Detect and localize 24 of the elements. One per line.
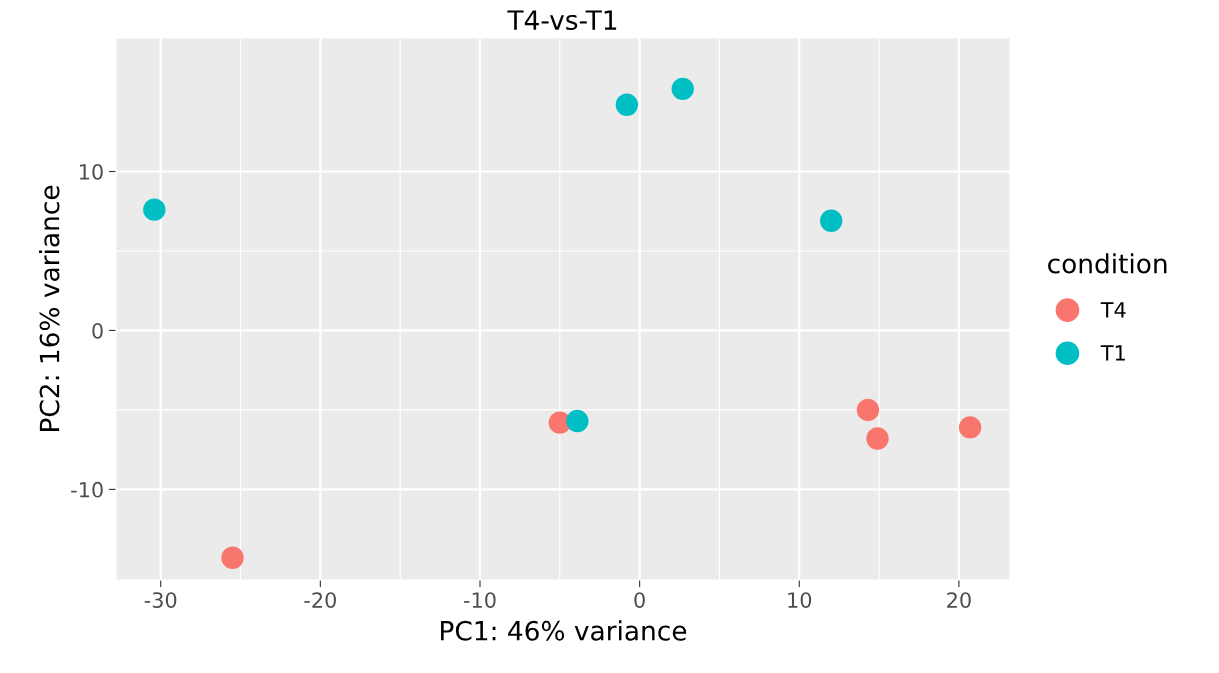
legend-label: T4 — [1100, 302, 1126, 318]
point — [856, 398, 880, 422]
y-tick-label: 0 — [92, 322, 103, 339]
legend-title: condition — [1048, 253, 1167, 274]
point — [615, 93, 639, 116]
y-axis-title: PC2: 16% variance — [39, 185, 60, 431]
x-tick-label: 10 — [788, 592, 812, 608]
x-tick-label: 20 — [947, 592, 971, 608]
point — [820, 209, 843, 232]
point — [671, 77, 694, 101]
x-tick-label: 0 — [634, 592, 645, 608]
point — [866, 427, 889, 450]
point — [143, 198, 166, 221]
x-tick-label: -10 — [463, 592, 496, 608]
y-tick-label: 10 — [79, 163, 103, 180]
x-axis-title: PC1: 46% variance — [441, 620, 687, 641]
legend-label: T1 — [1100, 345, 1125, 361]
point — [566, 409, 589, 433]
chart-title: T4-vs-T1 — [507, 10, 617, 31]
x-tick-label: -20 — [304, 592, 336, 608]
point — [958, 416, 982, 439]
x-tick-label: -30 — [144, 592, 177, 608]
point — [221, 546, 244, 569]
y-tick-label: -10 — [71, 481, 103, 498]
